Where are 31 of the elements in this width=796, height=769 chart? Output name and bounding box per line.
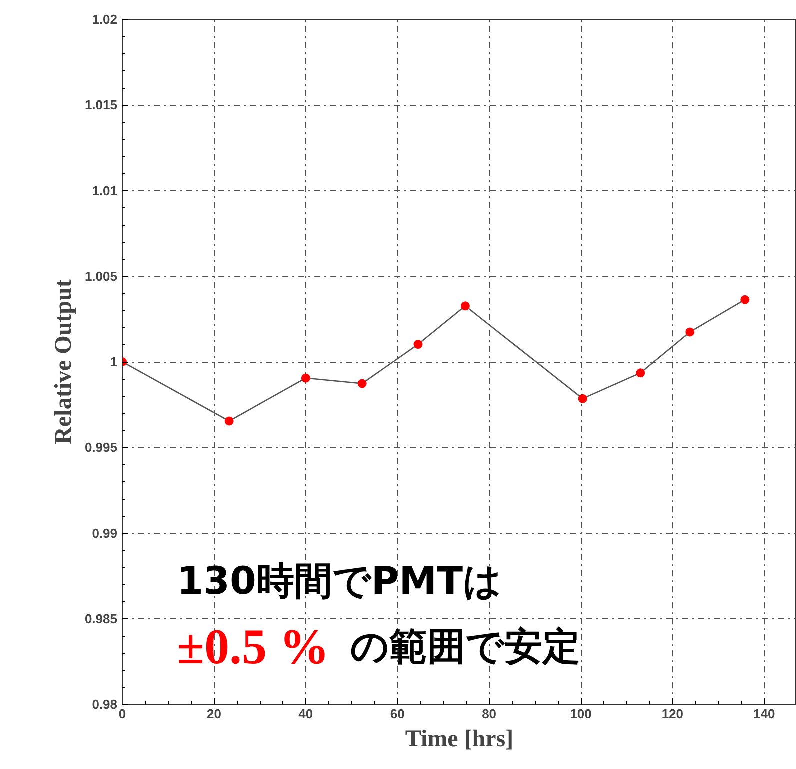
x-tick-label: 40 (298, 706, 314, 722)
x-axis-title: Time [hrs] (405, 726, 514, 752)
point (358, 379, 367, 388)
x-tick-label: 120 (662, 706, 684, 722)
point (224, 416, 234, 426)
x-tick-label: 0 (118, 706, 126, 722)
y-axis-title: Relative Output (50, 280, 77, 444)
y-tick-label: 1.01 (92, 183, 118, 198)
y-tick-label: 0.985 (84, 611, 118, 626)
x-tick-label: 60 (390, 706, 405, 722)
point (636, 368, 646, 378)
x-tick-label: 80 (482, 706, 497, 722)
y-tick-label: 0.98 (92, 697, 118, 712)
x-tick-label: 100 (570, 706, 592, 722)
y-tick-label: 1.015 (84, 98, 118, 113)
point (414, 340, 423, 350)
y-tick-label: 1 (110, 354, 118, 370)
point (578, 394, 588, 404)
annotation: の範囲で安定 (350, 624, 580, 668)
y-tick-label: 1.02 (92, 12, 118, 27)
point (686, 328, 695, 337)
point (460, 302, 470, 311)
y-tick-label: 0.99 (92, 526, 118, 541)
point (301, 374, 310, 383)
point (740, 295, 750, 304)
annotation: ±0.5 % (177, 618, 330, 674)
x-tick-label: 140 (754, 706, 776, 722)
x-tick-label: 20 (206, 706, 222, 722)
annotation: 130時間でPMTは (177, 559, 502, 604)
y-tick-label: 0.995 (84, 440, 118, 456)
y-tick-label: 1.005 (84, 268, 118, 284)
